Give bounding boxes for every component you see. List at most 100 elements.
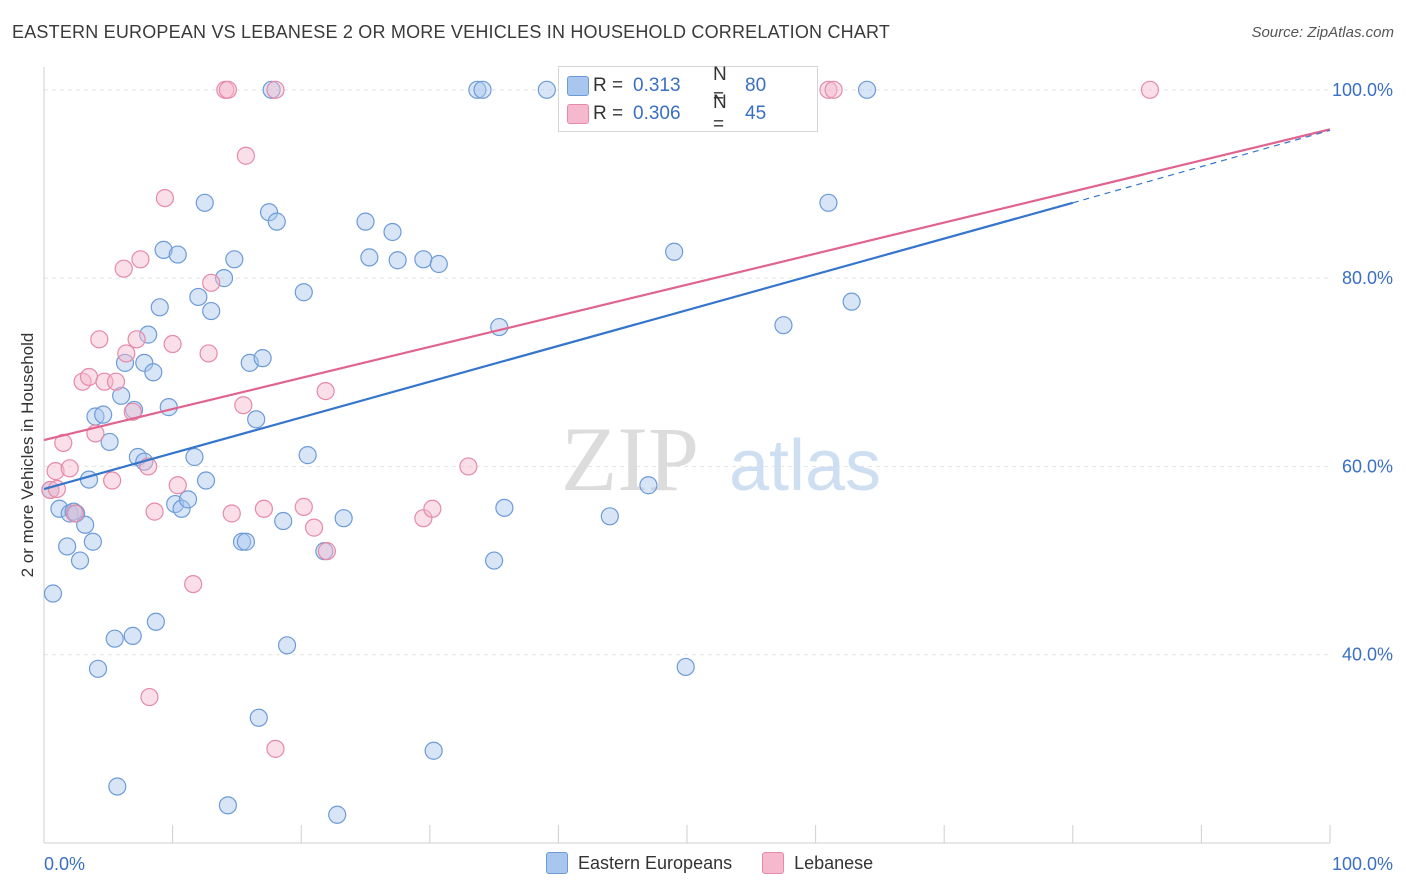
data-point: [267, 212, 286, 231]
data-point: [356, 212, 375, 231]
legend-n-value: 80: [745, 75, 767, 96]
legend-swatch-blue: [546, 852, 568, 874]
legend-item-eastern-europeans[interactable]: Eastern Europeans: [546, 852, 732, 874]
data-point: [294, 283, 313, 302]
legend-r-value: 0.313: [633, 75, 681, 96]
data-point: [274, 511, 293, 531]
legend-label: Lebanese: [794, 852, 874, 873]
watermark: ZIP atlas: [561, 408, 881, 510]
data-point: [168, 476, 187, 495]
legend-row-lebanese: R = 0.306 N = 45: [567, 92, 767, 135]
data-point: [94, 405, 113, 424]
data-point: [842, 292, 861, 311]
data-point: [317, 542, 337, 561]
y-tick-label: 100.0%: [1332, 80, 1393, 100]
data-point: [857, 80, 877, 99]
trend-lines: [43, 128, 1331, 491]
trend-line-lebanese: [43, 128, 1331, 442]
legend-swatch-pink: [567, 104, 589, 124]
data-point: [253, 349, 272, 368]
data-point: [423, 499, 442, 518]
data-point: [495, 498, 514, 517]
data-point: [195, 193, 214, 212]
data-point: [334, 509, 353, 528]
data-point: [199, 344, 218, 363]
data-point: [468, 80, 487, 99]
legend-row-eastern-europeans: R = 0.313 N = 80: [567, 64, 767, 107]
data-point: [537, 80, 556, 99]
data-point: [88, 659, 108, 678]
legend-n-value: 45: [745, 103, 767, 124]
data-point: [490, 317, 509, 337]
data-point: [114, 259, 133, 278]
data-point: [108, 777, 127, 796]
data-point: [46, 462, 65, 481]
data-point: [185, 447, 204, 467]
data-point: [140, 687, 159, 707]
legend-r-label: R =: [593, 103, 624, 124]
data-point: [202, 273, 221, 292]
data-point: [100, 432, 119, 452]
data-point: [43, 584, 63, 603]
data-point: [1140, 80, 1160, 99]
data-point: [146, 612, 165, 631]
data-point: [163, 334, 182, 354]
data-point: [90, 330, 109, 349]
data-point: [218, 796, 237, 815]
data-point: [259, 203, 279, 222]
data-point: [360, 248, 379, 267]
data-point: [168, 245, 187, 264]
data-point: [79, 367, 99, 387]
data-point: [298, 446, 317, 465]
source-label: Source: ZipAtlas.com: [1251, 24, 1394, 41]
correlation-legend: R = 0.313 N = 80 R = 0.306 N = 45: [558, 64, 818, 135]
series-legend: Eastern Europeans Lebanese: [546, 852, 903, 874]
legend-r-value: 0.306: [633, 103, 681, 124]
data-point: [222, 504, 241, 523]
data-point: [189, 287, 208, 307]
data-point: [388, 251, 407, 270]
legend-swatch-blue: [567, 76, 589, 96]
data-point: [144, 363, 163, 382]
series-eastern-europeans: [41, 80, 877, 824]
data-point: [819, 80, 838, 99]
data-point: [117, 344, 136, 363]
tick-labels: 40.0% 60.0% 80.0% 100.0% 0.0% 100.0%: [44, 80, 1393, 874]
data-point: [819, 193, 838, 212]
trend-line-extension: [1072, 129, 1331, 204]
data-point: [254, 499, 274, 518]
data-point: [106, 372, 126, 391]
legend-item-lebanese[interactable]: Lebanese: [762, 852, 873, 874]
data-point: [58, 537, 77, 556]
data-point: [473, 80, 492, 99]
data-point: [383, 222, 402, 242]
data-point: [459, 457, 478, 476]
data-point: [123, 402, 142, 421]
y-tick-label: 80.0%: [1342, 268, 1393, 288]
data-point: [600, 507, 619, 526]
data-point: [202, 301, 221, 321]
x-tick-label: 0.0%: [44, 854, 85, 874]
legend-label: Eastern Europeans: [578, 852, 733, 873]
data-point: [105, 629, 124, 648]
data-point: [485, 551, 504, 570]
data-point: [234, 396, 253, 415]
data-point: [79, 470, 99, 489]
data-point: [262, 80, 281, 99]
y-tick-label: 40.0%: [1342, 645, 1393, 665]
data-point: [60, 459, 79, 478]
data-point: [196, 471, 216, 490]
data-point: [247, 410, 266, 429]
data-point: [236, 146, 256, 165]
data-point: [774, 316, 793, 335]
data-point: [639, 476, 658, 495]
watermark-atlas: atlas: [729, 426, 881, 506]
data-point: [424, 741, 443, 760]
data-point: [232, 532, 252, 551]
data-point: [294, 497, 313, 516]
axes: [43, 67, 1331, 844]
data-point: [154, 240, 173, 259]
data-point: [83, 532, 102, 551]
data-point: [266, 739, 285, 758]
data-point: [676, 657, 695, 677]
